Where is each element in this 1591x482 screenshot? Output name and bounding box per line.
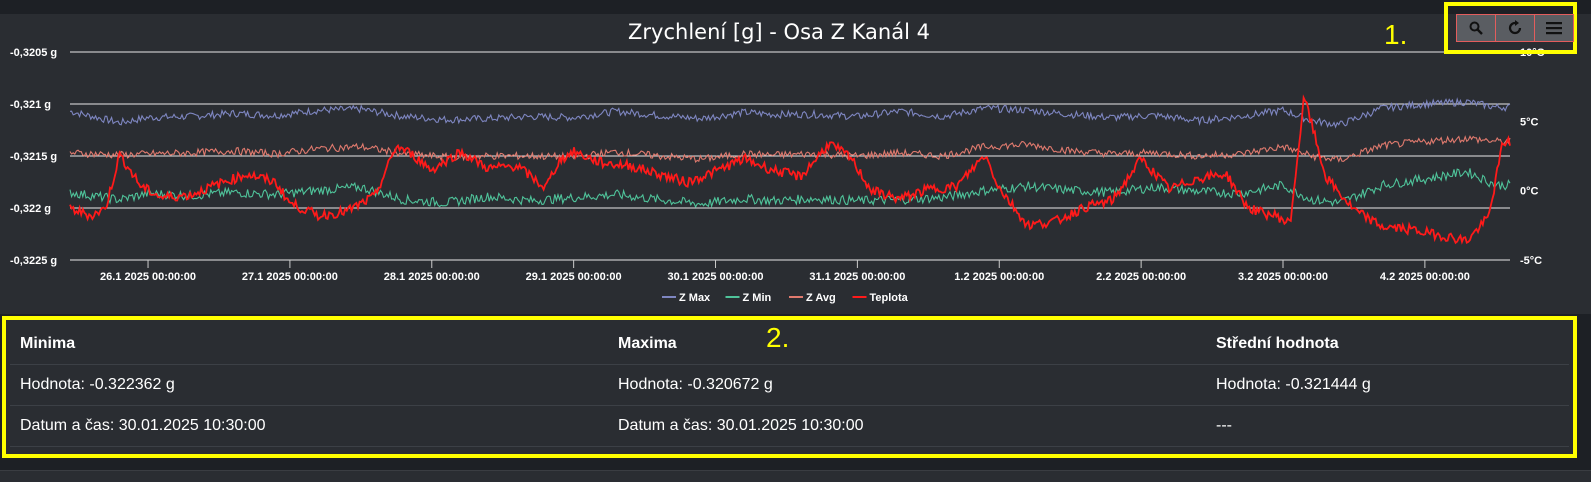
max-datetime: Datum a čas: 30.01.2025 10:30:00 xyxy=(608,405,1206,447)
column-header-maxima: Maxima xyxy=(608,324,1206,365)
chart-series xyxy=(69,94,1511,245)
x-tick-label: 26.1 2025 00:00:00 xyxy=(100,271,196,283)
chart-legend[interactable]: Z Max Z Min Z Avg Teplota xyxy=(662,292,909,304)
x-tick-label: 31.1 2025 00:00:00 xyxy=(809,271,905,283)
chart-panel: Zrychlení [g] - Osa Z Kanál 4 -0,3205 g-… xyxy=(0,14,1591,314)
legend-label: Z Max xyxy=(679,292,711,304)
x-tick-label: 29.1 2025 00:00:00 xyxy=(526,271,622,283)
legend-item[interactable]: Z Max xyxy=(662,292,711,304)
min-datetime: Datum a čas: 30.01.2025 10:30:00 xyxy=(10,405,608,447)
x-tick-label: 30.1 2025 00:00:00 xyxy=(668,271,764,283)
bottom-bar xyxy=(0,470,1591,482)
x-axis: 26.1 2025 00:00:00 27.1 2025 00:00:00 28.1… xyxy=(100,260,1470,283)
y-axis-left: -0,3205 g -0,321 g -0,3215 g -0,322 g -0,322… xyxy=(10,47,57,267)
y-tick-label-left: -0,3225 g xyxy=(10,255,57,267)
x-tick-label: 2.2 2025 00:00:00 xyxy=(1096,271,1186,283)
x-tick-label: 3.2 2025 00:00:00 xyxy=(1238,271,1328,283)
x-tick-label: 27.1 2025 00:00:00 xyxy=(242,271,338,283)
y-tick-label-left: -0,3205 g xyxy=(10,47,57,59)
zoom-button[interactable] xyxy=(1457,15,1496,41)
y-tick-label-left: -0,321 g xyxy=(10,99,51,111)
reset-icon xyxy=(1508,20,1522,35)
x-tick-label: 28.1 2025 00:00:00 xyxy=(384,271,480,283)
x-tick-label: 1.2 2025 00:00:00 xyxy=(954,271,1044,283)
chart-toolbar xyxy=(1456,14,1574,42)
annotation-1-label: 1. xyxy=(1384,19,1407,50)
column-header-mean: Střední hodnota xyxy=(1206,324,1569,365)
y-tick-label-left: -0,3215 g xyxy=(10,151,57,163)
table-row: Datum a čas: 30.01.2025 10:30:00 Datum a… xyxy=(10,405,1569,447)
series-line-z-min xyxy=(69,168,1511,209)
max-value: Hodnota: -0.320672 g xyxy=(608,364,1206,406)
statistics-table: Minima Maxima Střední hodnota Hodnota: -… xyxy=(10,324,1569,447)
legend-item[interactable]: Teplota xyxy=(852,292,909,304)
column-header-minima: Minima xyxy=(10,324,608,365)
y-tick-label-left: -0,322 g xyxy=(10,203,51,215)
annotation-1: 1. xyxy=(1384,19,1407,50)
series-line-teplota xyxy=(69,94,1511,245)
zoom-icon xyxy=(1469,21,1483,35)
min-value: Hodnota: -0.322362 g xyxy=(10,364,608,406)
legend-item[interactable]: Z Avg xyxy=(789,292,836,304)
mean-value: Hodnota: -0.321444 g xyxy=(1206,364,1569,406)
y-tick-label-right: -5°C xyxy=(1520,255,1542,267)
annotation-2-label: 2. xyxy=(766,322,790,353)
table-row: Hodnota: -0.322362 g Hodnota: -0.320672 … xyxy=(10,364,1569,406)
chart-title: Zrychlení [g] - Osa Z Kanál 4 xyxy=(628,20,930,44)
y-tick-label-right: 5°C xyxy=(1520,116,1539,128)
legend-label: Z Avg xyxy=(806,292,836,304)
statistics-panel: Minima Maxima Střední hodnota Hodnota: -… xyxy=(2,316,1577,458)
chart-grid xyxy=(70,51,1510,261)
legend-label: Teplota xyxy=(870,292,909,304)
menu-icon xyxy=(1546,22,1562,35)
y-tick-label-right: 0°C xyxy=(1520,186,1539,198)
legend-item[interactable]: Z Min xyxy=(725,292,772,304)
chart-canvas: Zrychlení [g] - Osa Z Kanál 4 -0,3205 g-… xyxy=(10,20,1545,304)
x-tick-label: 4.2 2025 00:00:00 xyxy=(1380,271,1470,283)
table-header-row: Minima Maxima Střední hodnota xyxy=(10,324,1569,365)
series-line-z-max xyxy=(69,97,1511,129)
reset-zoom-button[interactable] xyxy=(1496,15,1535,41)
legend-label: Z Min xyxy=(743,292,772,304)
menu-button[interactable] xyxy=(1535,15,1573,41)
series-line-z-avg xyxy=(69,135,1511,164)
chart-toolbar-highlight xyxy=(1444,2,1577,54)
mean-datetime: --- xyxy=(1206,405,1569,447)
y-axis-right: 10°C5°C0°C-5°C xyxy=(1520,47,1545,267)
